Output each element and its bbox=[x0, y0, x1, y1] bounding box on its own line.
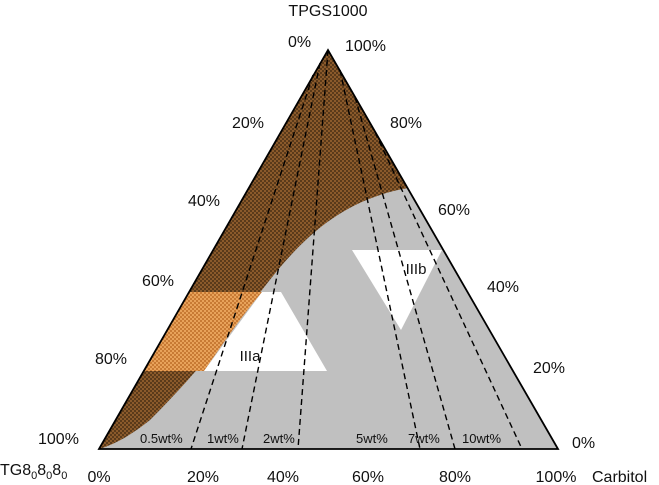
right-tick-100: 100% bbox=[345, 38, 386, 55]
dilution-label-1wt: 1wt% bbox=[207, 431, 239, 446]
bottom-edge-ticks: 0% 20% 40% 60% 80% 100% bbox=[87, 469, 576, 485]
dilution-line-0-5wt bbox=[190, 74, 314, 450]
left-tick-40: 40% bbox=[188, 193, 220, 210]
bottom-tick-60: 60% bbox=[352, 469, 384, 485]
left-tick-80: 80% bbox=[95, 351, 127, 368]
left-tick-20: 20% bbox=[232, 115, 264, 132]
bottom-tick-20: 20% bbox=[187, 469, 219, 485]
triangle-outline bbox=[97, 48, 560, 450]
right-tick-60: 60% bbox=[438, 202, 470, 219]
dilution-line-5wt bbox=[339, 69, 421, 450]
left-tick-60: 60% bbox=[142, 273, 174, 290]
dilution-lines bbox=[190, 49, 523, 450]
bottom-tick-80: 80% bbox=[439, 469, 471, 485]
bottom-tick-0: 0% bbox=[87, 469, 110, 485]
right-tick-40: 40% bbox=[487, 279, 519, 296]
orange-region bbox=[145, 292, 262, 371]
region-IIIb-label: IIIb bbox=[406, 261, 427, 278]
dilution-label-0-5wt: 0.5wt% bbox=[140, 431, 183, 446]
right-edge-ticks: 100% 80% 60% 40% 20% 0% bbox=[345, 38, 595, 452]
right-tick-0: 0% bbox=[572, 435, 595, 452]
region-IIIa-label: IIIa bbox=[240, 348, 262, 365]
left-edge-ticks: 0% 20% 40% 60% 80% 100% bbox=[38, 34, 311, 448]
dilution-label-2wt: 2wt% bbox=[263, 431, 295, 446]
right-tick-80: 80% bbox=[390, 115, 422, 132]
dilution-line-2wt bbox=[297, 49, 329, 450]
dilution-label-5wt: 5wt% bbox=[356, 431, 388, 446]
vertex-top-label: TPGS1000 bbox=[288, 3, 367, 20]
dilution-line-1wt bbox=[241, 62, 321, 450]
dilution-label-7wt: 7wt% bbox=[408, 431, 440, 446]
left-tick-0: 0% bbox=[288, 34, 311, 51]
bottom-tick-100: 100% bbox=[536, 469, 577, 485]
left-tick-100: 100% bbox=[38, 431, 79, 448]
right-tick-20: 20% bbox=[533, 360, 565, 377]
region-IIIb bbox=[352, 250, 442, 330]
dilution-line-7wt bbox=[354, 96, 456, 450]
dilution-labels: 0.5wt% 1wt% 2wt% 5wt% 7wt% 10wt% bbox=[140, 431, 501, 446]
vertex-left-label: TG808080 bbox=[0, 462, 67, 482]
vertex-right-label: Carbitol bbox=[592, 469, 647, 485]
dilution-line-10wt bbox=[374, 131, 523, 450]
bottom-tick-40: 40% bbox=[267, 469, 299, 485]
dilution-label-10wt: 10wt% bbox=[462, 431, 501, 446]
